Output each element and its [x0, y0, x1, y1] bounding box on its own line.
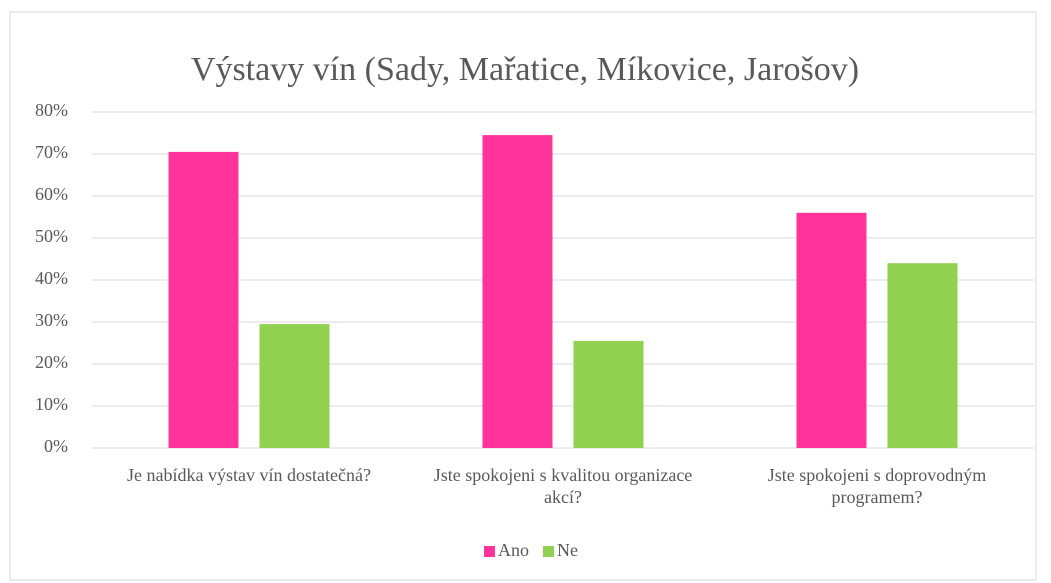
legend-swatch: [484, 546, 495, 557]
legend-label: Ano: [498, 540, 529, 560]
y-tick-label: 60%: [35, 184, 68, 204]
bar: [887, 263, 958, 448]
x-tick-label: Jste spokojeni s doprovodným programem?: [767, 465, 987, 507]
legend-label: Ne: [557, 540, 578, 560]
y-tick-label: 0%: [44, 436, 68, 456]
chart-title: Výstavy vín (Sady, Mařatice, Míkovice, J…: [191, 51, 859, 88]
legend-swatch: [543, 546, 554, 557]
y-tick-label: 80%: [35, 100, 68, 120]
bar: [573, 340, 644, 448]
y-tick-label: 20%: [35, 352, 68, 372]
y-tick-label: 30%: [35, 310, 68, 330]
x-tick-label: Je nabídka výstav vín dostatečná?: [127, 465, 371, 485]
y-tick-label: 50%: [35, 226, 68, 246]
y-tick-label: 10%: [35, 394, 68, 414]
bar: [796, 212, 867, 448]
y-tick-label: 40%: [35, 268, 68, 288]
x-tick-label: Jste spokojeni s kvalitou organizace akc…: [433, 465, 693, 507]
bar: [482, 135, 553, 448]
bar: [259, 324, 330, 448]
y-tick-label: 70%: [35, 142, 68, 162]
bar: [168, 151, 239, 448]
